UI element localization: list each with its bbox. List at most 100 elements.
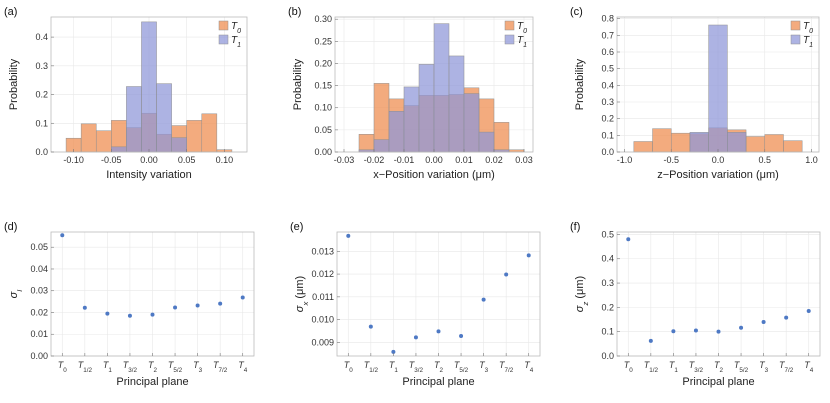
x-tick-label: T7/2 [779, 360, 794, 374]
data-point [150, 312, 155, 317]
data-point [195, 303, 200, 308]
y-tick-label: 0.02 [30, 307, 48, 317]
data-point [459, 333, 464, 338]
y-tick-label: 0.010 [311, 315, 334, 325]
histogram-bar-T1 [689, 132, 709, 153]
x-tick-label: 0.05 [178, 155, 196, 165]
data-point [806, 309, 811, 314]
x-tick-label: -0.01 [394, 155, 415, 165]
data-point [346, 233, 351, 238]
panel-c: 0.0 0.1 0.2 0.3 0.4 0.5 0.6 0.7 0.8 -1.0 -0.5 0.0 0.… [570, 6, 820, 181]
histogram-bar-T1 [478, 131, 495, 153]
x-axis-label: x−Position variation (μm) [373, 169, 495, 181]
y-tick-label: 0.00 [314, 147, 332, 157]
histogram-bar-T1 [727, 132, 747, 153]
y-tick-label: 0.0 [601, 351, 614, 361]
y-tick-label: 0.03 [30, 286, 48, 296]
histogram-bar-T1 [403, 86, 420, 153]
x-tick-label: -0.5 [663, 155, 679, 165]
legend-swatch-T1 [790, 34, 801, 45]
data-point [436, 329, 441, 334]
x-tick-label: T2 [148, 360, 158, 374]
histogram-bar-T1 [708, 24, 728, 153]
y-tick-label: 0.0 [35, 147, 48, 157]
y-axis-label: σI [8, 289, 24, 299]
data-point [82, 305, 87, 310]
x-tick-label: T5/2 [454, 360, 469, 374]
x-axis-label: z−Position variation (μm) [657, 169, 779, 181]
panel-label: (a) [4, 6, 17, 18]
x-tick-label: T1/2 [644, 360, 659, 374]
y-tick-label: 0.5 [601, 64, 614, 74]
x-tick-label: 0.01 [455, 155, 473, 165]
x-tick-label: T5/2 [168, 360, 183, 374]
y-tick-label: 0.10 [314, 103, 332, 113]
y-tick-label: 0.1 [601, 130, 614, 140]
histogram-bar-T0 [633, 141, 653, 153]
x-tick-label: 0.0 [712, 155, 725, 165]
histogram-bar-T0 [652, 128, 672, 153]
data-point [218, 301, 223, 306]
data-point [626, 237, 631, 242]
data-point [526, 253, 531, 258]
histogram-bar-T0 [670, 132, 691, 153]
legend-label-T1: T1 [803, 35, 813, 49]
data-point [105, 311, 110, 316]
x-axis-label: Principal plane [116, 376, 188, 388]
histogram-bar-T1 [126, 86, 142, 153]
x-tick-label: T4 [238, 360, 248, 374]
y-axis-label: Probability [8, 58, 20, 110]
x-tick-label: T5/2 [734, 360, 749, 374]
y-tick-label: 0.01 [30, 329, 48, 339]
x-tick-label: T1 [669, 360, 679, 374]
y-tick-label: 0.011 [312, 292, 334, 302]
legend-label-T0: T0 [231, 21, 241, 35]
legend-label-T0: T0 [517, 21, 527, 35]
histogram-bar-T0 [95, 130, 112, 153]
x-tick-label: 0.02 [485, 155, 503, 165]
panel-label: (b) [288, 6, 301, 18]
x-tick-label: T3/2 [409, 360, 424, 374]
x-tick-label: 0.10 [216, 155, 234, 165]
x-tick-label: T3/2 [123, 360, 138, 374]
x-tick-label: 0.03 [515, 155, 533, 165]
y-axis-label: σx (μm) [294, 276, 310, 312]
x-tick-label: -1.0 [617, 155, 633, 165]
y-tick-label: 0.013 [311, 246, 334, 256]
histogram-bar-T0 [764, 134, 784, 153]
x-tick-label: T1/2 [78, 360, 93, 374]
histogram-bar-T1 [171, 137, 187, 153]
y-tick-label: 0.7 [601, 30, 614, 40]
data-point [240, 295, 245, 300]
legend-swatch-T1 [218, 34, 229, 45]
x-tick-label: -0.03 [334, 155, 355, 165]
x-tick-label: 0.00 [425, 155, 443, 165]
histogram-bar-T1 [448, 55, 465, 153]
legend-swatch-T0 [218, 20, 229, 31]
y-tick-label: 0.012 [311, 269, 334, 279]
x-tick-label: T3 [193, 360, 203, 374]
histogram-bar-T1 [433, 23, 450, 153]
legend-swatch-T0 [504, 20, 515, 31]
x-axis-label: Intensity variation [106, 169, 192, 181]
data-point [671, 329, 676, 334]
y-tick-label: 0.009 [311, 337, 334, 347]
y-tick-label: 0.30 [314, 14, 332, 24]
x-axis-label: Principal plane [402, 376, 474, 388]
histogram-bar-T0 [493, 122, 510, 153]
x-tick-label: -0.05 [101, 155, 122, 165]
histogram-bar-T1 [463, 93, 480, 153]
y-tick-label: 0.2 [601, 114, 614, 124]
y-axis-label: σz (μm) [574, 276, 590, 312]
x-tick-label: T3 [759, 360, 769, 374]
x-tick-label: T1 [389, 360, 399, 374]
x-tick-label: T0 [344, 360, 354, 374]
histogram-bar-T0 [186, 120, 203, 153]
x-axis-label: Principal plane [682, 376, 754, 388]
histogram-bar-T1 [141, 21, 157, 153]
panel-e: 0.009 0.010 0.011 0.012 0.013 T0 T1/2 T1 T3/2 T2 T… [290, 221, 541, 388]
y-tick-label: 0.05 [314, 125, 332, 135]
y-tick-label: 0.25 [314, 36, 332, 46]
